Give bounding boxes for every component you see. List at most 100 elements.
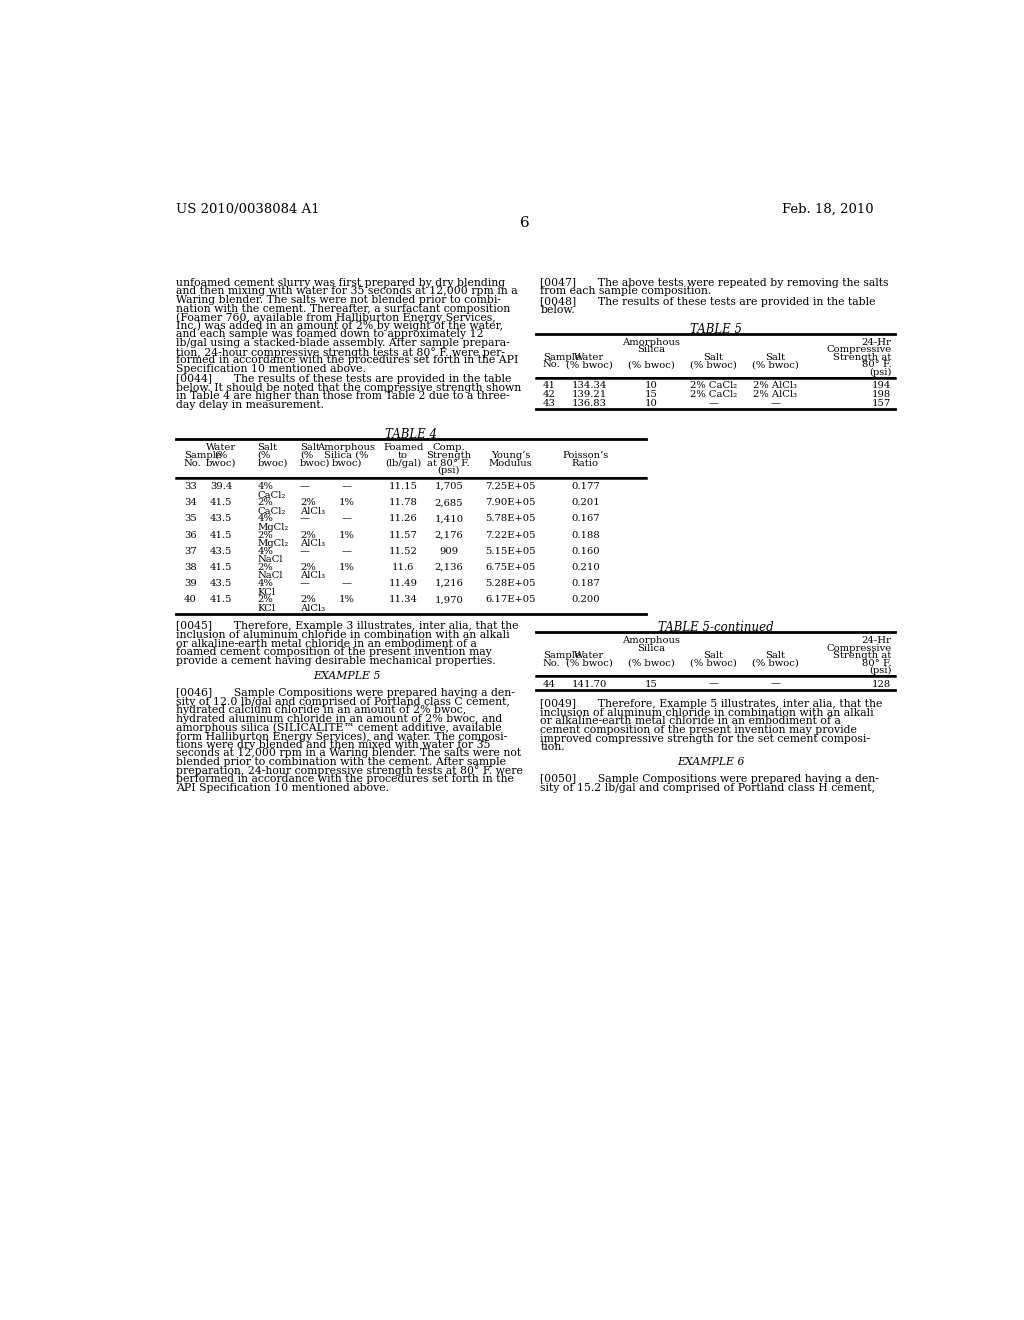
- Text: 11.78: 11.78: [389, 498, 418, 507]
- Text: Silica: Silica: [637, 346, 666, 354]
- Text: —: —: [300, 482, 310, 491]
- Text: 11.52: 11.52: [389, 546, 418, 556]
- Text: 43.5: 43.5: [210, 546, 232, 556]
- Text: AlCl₃: AlCl₃: [300, 572, 326, 581]
- Text: cement composition of the present invention may provide: cement composition of the present invent…: [541, 725, 857, 735]
- Text: 11.26: 11.26: [389, 515, 418, 523]
- Text: 2%: 2%: [257, 562, 273, 572]
- Text: 7.25E+05: 7.25E+05: [485, 482, 537, 491]
- Text: 11.49: 11.49: [389, 579, 418, 587]
- Text: (lb/gal): (lb/gal): [385, 458, 421, 467]
- Text: (psi): (psi): [437, 466, 460, 475]
- Text: form Halliburton Energy Services), and water. The composi-: form Halliburton Energy Services), and w…: [176, 731, 507, 742]
- Text: —: —: [770, 680, 780, 689]
- Text: Salt: Salt: [300, 444, 321, 453]
- Text: (psi): (psi): [869, 368, 891, 378]
- Text: 38: 38: [183, 562, 197, 572]
- Text: —: —: [300, 515, 310, 523]
- Text: Amorphous: Amorphous: [623, 636, 680, 645]
- Text: or alkaline-earth metal chloride in an embodiment of a: or alkaline-earth metal chloride in an e…: [176, 639, 477, 648]
- Text: 24-Hr: 24-Hr: [861, 338, 891, 347]
- Text: 41.5: 41.5: [210, 531, 232, 540]
- Text: 1%: 1%: [339, 498, 354, 507]
- Text: 141.70: 141.70: [571, 680, 607, 689]
- Text: 6.17E+05: 6.17E+05: [485, 595, 537, 605]
- Text: Silica (%: Silica (%: [325, 451, 369, 459]
- Text: (%: (%: [300, 451, 313, 459]
- Text: 194: 194: [872, 381, 891, 391]
- Text: 2%: 2%: [257, 531, 273, 540]
- Text: 157: 157: [872, 399, 891, 408]
- Text: 2%: 2%: [257, 498, 273, 507]
- Text: Strength at: Strength at: [834, 651, 891, 660]
- Text: 43: 43: [543, 399, 555, 408]
- Text: 2%: 2%: [257, 595, 273, 605]
- Text: CaCl₂: CaCl₂: [257, 491, 286, 499]
- Text: 136.83: 136.83: [571, 399, 606, 408]
- Text: 80° F.: 80° F.: [862, 659, 891, 668]
- Text: Young’s: Young’s: [492, 451, 530, 459]
- Text: 2% AlCl₃: 2% AlCl₃: [753, 381, 797, 391]
- Text: 43.5: 43.5: [210, 515, 232, 523]
- Text: 43.5: 43.5: [210, 579, 232, 587]
- Text: [0044]  The results of these tests are provided in the table: [0044] The results of these tests are pr…: [176, 374, 511, 384]
- Text: 39: 39: [183, 579, 197, 587]
- Text: inclusion of aluminum chloride in combination with an alkali: inclusion of aluminum chloride in combin…: [176, 630, 510, 640]
- Text: [0047]  The above tests were repeated by removing the salts: [0047] The above tests were repeated by …: [541, 277, 889, 288]
- Text: —: —: [709, 680, 718, 689]
- Text: Sample: Sample: [543, 352, 581, 362]
- Text: 41.5: 41.5: [210, 498, 232, 507]
- Text: 909: 909: [439, 546, 459, 556]
- Text: 10: 10: [645, 381, 657, 391]
- Text: 42: 42: [543, 389, 555, 399]
- Text: [0049]  Therefore, Example 5 illustrates, inter alia, that the: [0049] Therefore, Example 5 illustrates,…: [541, 700, 883, 709]
- Text: hydrated aluminum chloride in an amount of 2% bwoc, and: hydrated aluminum chloride in an amount …: [176, 714, 503, 723]
- Text: provide a cement having desirable mechanical properties.: provide a cement having desirable mechan…: [176, 656, 496, 665]
- Text: 1%: 1%: [339, 562, 354, 572]
- Text: 1,410: 1,410: [434, 515, 464, 523]
- Text: 11.15: 11.15: [389, 482, 418, 491]
- Text: foamed cement composition of the present invention may: foamed cement composition of the present…: [176, 647, 492, 657]
- Text: Specification 10 mentioned above.: Specification 10 mentioned above.: [176, 364, 366, 374]
- Text: sity of 15.2 lb/gal and comprised of Portland class H cement,: sity of 15.2 lb/gal and comprised of Por…: [541, 783, 876, 793]
- Text: or alkaline-earth metal chloride in an embodiment of a: or alkaline-earth metal chloride in an e…: [541, 717, 841, 726]
- Text: at 80° F.: at 80° F.: [427, 458, 470, 467]
- Text: Poisson’s: Poisson’s: [562, 451, 608, 459]
- Text: NaCl: NaCl: [257, 572, 283, 581]
- Text: formed in accordance with the procedures set forth in the API: formed in accordance with the procedures…: [176, 355, 518, 366]
- Text: Compressive: Compressive: [826, 644, 891, 652]
- Text: AlCl₃: AlCl₃: [300, 539, 326, 548]
- Text: —: —: [342, 546, 351, 556]
- Text: 1,970: 1,970: [434, 595, 463, 605]
- Text: 5.28E+05: 5.28E+05: [485, 579, 537, 587]
- Text: 2%: 2%: [300, 562, 315, 572]
- Text: TABLE 5: TABLE 5: [690, 323, 741, 337]
- Text: 11.34: 11.34: [389, 595, 418, 605]
- Text: bwoc): bwoc): [300, 458, 331, 467]
- Text: 11.57: 11.57: [389, 531, 418, 540]
- Text: 37: 37: [183, 546, 197, 556]
- Text: EXAMPLE 6: EXAMPLE 6: [677, 758, 744, 767]
- Text: from each sample composition.: from each sample composition.: [541, 286, 712, 297]
- Text: 2,685: 2,685: [434, 498, 463, 507]
- Text: 34: 34: [183, 498, 197, 507]
- Text: 39.4: 39.4: [210, 482, 232, 491]
- Text: 40: 40: [183, 595, 197, 605]
- Text: 2% AlCl₃: 2% AlCl₃: [753, 389, 797, 399]
- Text: —: —: [342, 482, 351, 491]
- Text: Strength: Strength: [426, 451, 471, 459]
- Text: 0.167: 0.167: [571, 515, 600, 523]
- Text: 6: 6: [520, 216, 529, 230]
- Text: performed in accordance with the procedures set forth in the: performed in accordance with the procedu…: [176, 774, 514, 784]
- Text: EXAMPLE 5: EXAMPLE 5: [313, 671, 380, 681]
- Text: [0050]  Sample Compositions were prepared having a den-: [0050] Sample Compositions were prepared…: [541, 775, 880, 784]
- Text: 1,705: 1,705: [434, 482, 463, 491]
- Text: 80° F.: 80° F.: [862, 360, 891, 370]
- Text: 0.177: 0.177: [570, 482, 600, 491]
- Text: 35: 35: [183, 515, 197, 523]
- Text: amorphous silica (SILICALITE™ cement additive, available: amorphous silica (SILICALITE™ cement add…: [176, 722, 502, 733]
- Text: 4%: 4%: [257, 515, 273, 523]
- Text: 15: 15: [645, 680, 657, 689]
- Text: tions were dry blended and then mixed with water for 35: tions were dry blended and then mixed wi…: [176, 739, 490, 750]
- Text: 2% CaCl₂: 2% CaCl₂: [689, 381, 736, 391]
